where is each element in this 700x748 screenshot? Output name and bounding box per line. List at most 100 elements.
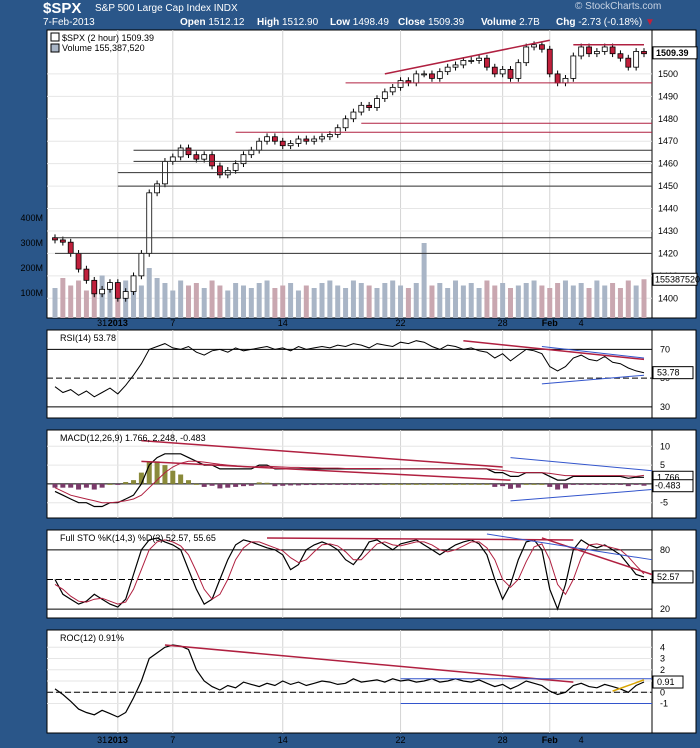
rsi-y-tick-label: 30 [660,402,670,412]
macd-histogram-bar [99,483,105,488]
volume-legend: Volume 155,387,520 [62,43,145,53]
macd-histogram-bar [531,483,537,485]
roc-x-tick-label: 4 [579,735,584,745]
macd-histogram-bar [610,483,616,485]
volume-bar [625,280,631,318]
volume-bar [248,288,254,318]
volume-bar [382,283,388,318]
macd-histogram-bar [437,483,443,485]
candle-body [279,140,286,147]
volume-bar [107,285,113,318]
volume-bar [264,280,270,318]
candle-body [531,44,537,48]
macd-histogram-bar [68,483,74,488]
roc-legend: ROC(12) 0.91% [60,633,124,643]
candle-body [91,279,98,295]
volume-bar [146,268,152,318]
volume-bar [405,288,411,318]
candle-body [562,77,569,84]
candle-body [507,69,514,79]
roc-x-tick-label: 22 [396,735,406,745]
macd-histogram-bar [76,483,82,490]
candle-body [444,66,451,73]
volume-bar [193,283,199,318]
volume-bar [295,290,301,318]
ticker-symbol: $SPX [43,0,82,17]
macd-histogram-bar [186,480,192,484]
candle-body [240,154,247,165]
candle-body [122,291,129,299]
sto-d-line [54,539,645,605]
rsi-trend-line [541,374,645,385]
change-stat: Chg -2.73 (-0.18%) ▼ [556,17,655,28]
candle-body [209,154,215,167]
roc-x-tick-label: 2013 [108,735,128,745]
volume-bar [453,280,459,318]
macd-histogram-bar [280,483,286,486]
candle-body [586,46,592,55]
roc-x-tick-label: 14 [278,735,288,745]
candle-body [468,60,475,62]
macd-histogram-bar [107,483,113,485]
volume-bar [280,285,286,318]
candle-body [374,98,380,108]
volume-bar [138,285,144,318]
volume-bar [476,288,482,318]
macd-histogram-bar [138,472,144,484]
candle-body [67,241,74,254]
volume-bar [468,283,474,318]
rsi-last-value-box [652,366,694,380]
volume-bar [586,288,592,318]
price-x-tick-label: 14 [278,318,288,328]
macd-histogram-bar [60,483,66,488]
panel-plot-area [46,29,653,319]
macd-histogram-bar [123,482,129,484]
candle-body [381,91,388,99]
trend-line [384,39,550,75]
macd-histogram-bar [617,483,623,485]
volume-bar [602,285,608,318]
candle-body [99,288,106,295]
rsi-legend: RSI(14) 53.78 [60,333,116,343]
sto-y-tick-label: 20 [660,604,670,614]
chart-header: $SPX S&P 500 Large Cap Index INDX © Stoc… [0,0,700,30]
candle-body [319,136,325,140]
stockcharts-watermark[interactable]: © StockCharts.com [575,1,662,12]
macd-histogram-bar [311,483,317,486]
volume-bar [594,280,600,318]
candle-body [256,140,263,151]
candle-body [114,282,121,299]
volume-bar [209,280,215,318]
volume-bar [429,285,435,318]
macd-histogram-bar [170,470,176,484]
volume-bar [578,283,584,318]
volume-bar [358,283,364,318]
volume-bar [240,285,246,318]
volume-bar [256,283,262,318]
macd-histogram-bar [539,483,545,485]
candle-body [138,253,145,277]
roc-x-tick-label: 28 [498,735,508,745]
macd-histogram-bar [413,483,419,485]
volume-bar [531,280,537,318]
volume-bar [178,280,184,318]
volume-bar [523,283,529,318]
macd-histogram-bar [327,483,333,485]
candle-body [499,69,506,75]
volume-bar [641,279,647,318]
roc-last-value-box [652,675,684,689]
macd-histogram-bar [374,483,380,485]
macd-histogram-bar [350,483,356,485]
macd-histogram-bar [633,483,639,485]
volume-bar [460,285,466,318]
price-y-tick-label: 1430 [658,226,678,236]
candle-body [389,86,396,93]
roc-x-tick-label: Feb [542,735,559,745]
macd-signal-value-box [652,479,694,493]
roc-y-tick-label: 3 [660,654,665,664]
macd-histogram-bar [288,483,294,486]
macd-histogram-bar [468,483,474,485]
candle-body [617,53,624,59]
candle-body [539,44,545,50]
